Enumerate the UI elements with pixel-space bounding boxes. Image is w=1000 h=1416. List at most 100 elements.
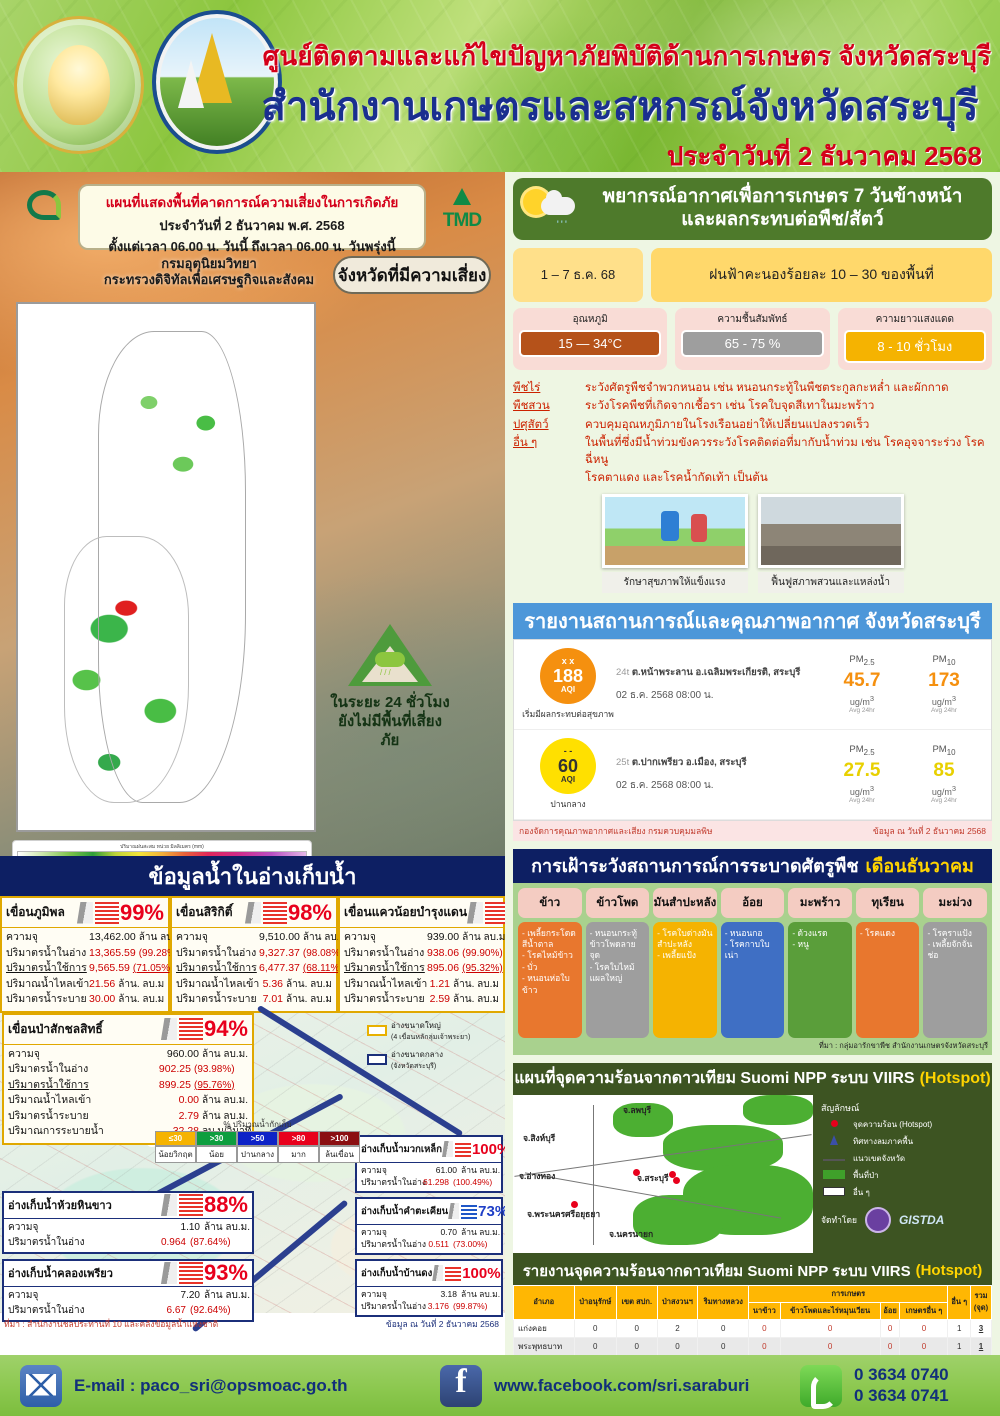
mini-percent: 100% xyxy=(462,1264,501,1282)
air-quality-title: รายงานสถานการณ์และคุณภาพอากาศ จังหวัดสระ… xyxy=(513,602,992,639)
map-label-saraburi: จ.สระบุรี xyxy=(637,1172,669,1183)
th-agriculture: การเกษตร xyxy=(748,1284,949,1303)
tmd-title: แผนที่แสดงพื้นที่คาดการณ์ความเสี่ยงในการ… xyxy=(105,195,399,210)
pest-column-3: อ้อย - หนอนกอ - โรคกาบใบเน่า xyxy=(720,887,785,1038)
row-inflow: ปริมาณน้ำไหลเข้า 21.56 ล้าน. ลบ.ม xyxy=(6,977,165,990)
pest-item: - โรคกาบใบเน่า xyxy=(724,938,770,961)
hotspot-legend-label: ทิศทางลมภาคพื้น xyxy=(853,1136,914,1146)
mini-rows: ความจุ 61.00 ล้าน ลบ.ม. ปริมาตรน้ำในอ่าง 61… xyxy=(357,1163,501,1192)
pest-item: - เพลี้ยแป้ง xyxy=(657,950,697,961)
pm10-avg: Avg 24hr xyxy=(931,707,957,715)
wave-icon xyxy=(178,1194,203,1216)
row-inflow: ปริมาณน้ำไหลเข้า 0.00 ล้าน ลบ.ม. xyxy=(8,1094,248,1106)
row-volume: ปริมาตรน้ำในอ่าง 61.298 (100.49%) xyxy=(361,1177,493,1188)
reservoir-section: ข้อมูลน้ำในอ่างเก็บน้ำ เขื่อนภูมิพล 99% … xyxy=(0,856,566,1355)
pest-item: - เพลี้ยกระโดดสีน้ำตาล xyxy=(522,927,576,949)
footer-facebook-block[interactable]: www.facebook.com/sri.saraburi xyxy=(440,1363,800,1407)
value-volume: 6.67 xyxy=(166,1304,186,1316)
legend-label: น้อยวิกฤต xyxy=(155,1145,196,1163)
aq-info: 24t ต.หน้าพระลาน อ.เฉลิมพระเกียรติ, สระบ… xyxy=(616,665,821,703)
gauge-icon xyxy=(244,901,261,924)
gauge-icon xyxy=(160,1194,177,1216)
pest-column-0: ข้าว - เพลี้ยกระโดดสีน้ำตาล - โรคไหม้ข้าว… xyxy=(518,887,582,1038)
no-risk-warning: /// ในระยะ 24 ชั่วโมง ยังไม่มีพื้นที่เสี… xyxy=(330,624,450,750)
pm10-unit: ug/m3 xyxy=(931,784,957,798)
green-box-icon xyxy=(821,1169,847,1181)
advice-text: ระวังโรคพืชที่เกิดจากเชื้อรา เช่น โรคใบจ… xyxy=(585,400,875,413)
advice-row-2: ปศุสัตว์ ควบคุมอุณหภูมิภายในโรงเรือนอย่า… xyxy=(513,417,992,434)
cell-value: 2 xyxy=(656,1318,699,1338)
pest-item: - โรคไหม้ข้าว xyxy=(522,950,573,961)
hotspot-legend-item: อื่น ๆ xyxy=(821,1186,988,1199)
metric-value: 8 - 10 ชั่วโมง xyxy=(843,330,986,363)
value-volume: 0.964 xyxy=(160,1236,186,1248)
pm10-unit: ug/m3 xyxy=(931,694,957,708)
huaihinkhao-header: อ่างเก็บน้ำห้วยหินขาว 88% xyxy=(4,1192,252,1219)
footer-phone-block: 0 3634 0740 0 3634 0741 xyxy=(800,1364,949,1409)
thailand-rainfall-map[interactable] xyxy=(16,302,316,832)
cell-value: 0 xyxy=(779,1336,881,1356)
cell-total: 1 xyxy=(970,1336,992,1356)
pest-item: - หนอนห่อใบข้าว xyxy=(522,973,570,995)
label-volume: ปริมาตรน้ำในอ่าง xyxy=(8,1236,85,1248)
hotspot-legend-label: พื้นที่ป่า xyxy=(853,1170,879,1180)
pest-items: - โรคราแป้ง - เพลี้ยจักจั่นช่อ xyxy=(923,921,988,1038)
advice-row-0: พืชไร่ ระวังศัตรูพืชจำพวกหนอน เช่น หนอนก… xyxy=(513,380,992,397)
value-capacity: 1.10 xyxy=(180,1221,200,1233)
advice-photos: รักษาสุขภาพให้แข็งแรง ฟื้นฟูสภาพสวนและแห… xyxy=(598,493,908,593)
thailand-map-graphic xyxy=(24,310,308,824)
row-outflow: ปริมาตรน้ำระบาย 2.59 ล้าน. ลบ.ม xyxy=(344,993,499,1005)
pm25-unit: ug/m3 xyxy=(849,784,875,798)
hotspot-map-graphic[interactable]: จ.ลพบุรี จ.สิงห์บุรี จ.อ่างทอง จ.สระบุรี… xyxy=(513,1094,813,1253)
wave-icon xyxy=(178,1262,203,1284)
cell-value: 0 xyxy=(899,1318,949,1338)
dam-name: เขื่อนแควน้อยบำรุงแดน xyxy=(344,905,468,919)
line-icon xyxy=(821,1154,847,1163)
row-outflow: ปริมาตรน้ำระบาย 7.01 ล้าน. ลบ.ม xyxy=(176,993,332,1005)
advice-key: ปศุสัตว์ xyxy=(513,418,549,431)
pm25-avg: Avg 24hr xyxy=(849,797,875,805)
row-capacity: ความจุ 7.20 ล้าน ลบ.ม. xyxy=(8,1288,250,1303)
huaihinkhao-rows: ความจุ 1.10 ล้าน ลบ.ม. ปริมาตรน้ำในอ่าง … xyxy=(4,1219,252,1252)
row-capacity: ความจุ 1.10 ล้าน ลบ.ม. xyxy=(8,1220,250,1235)
aqi-circle: - - 60 AQI xyxy=(540,737,596,794)
pest-items: - ด้วงแรด - หนู xyxy=(788,921,852,1038)
th-total: รวม (จุด) xyxy=(970,1284,992,1320)
footer-email: E-mail : paco_sri@opsmoac.go.th xyxy=(74,1375,348,1395)
th-district: อำเภอ xyxy=(513,1284,575,1320)
hotspot-made-by: จัดทำโดย GISTDA xyxy=(821,1206,988,1233)
tmd-agency-line2: กระทรวงดิจิทัลเพื่อเศรษฐกิจและสังคม xyxy=(103,272,315,288)
page-header: ศูนย์ติดตามและแก้ไขปัญหาภัยพิบัติด้านการ… xyxy=(0,0,1000,172)
shape-legend-item: อ่างขนาดกลาง (จังหวัดสระบุรี) xyxy=(367,1048,495,1072)
row-usable: ปริมาตรน้ำใช้การ 6,477.37 (68.11%) xyxy=(176,962,343,974)
running-people-photo: รักษาสุขภาพให้แข็งแรง xyxy=(601,493,748,593)
aq-time: 02 ธ.ค. 2568 08:00 น. xyxy=(616,780,714,791)
pest-items: - โรคแดง xyxy=(855,921,920,1038)
footer-email-block[interactable]: E-mail : paco_sri@opsmoac.go.th xyxy=(20,1364,440,1407)
cell-value: 0 xyxy=(879,1318,901,1338)
weather-summary-row: 1 – 7 ธ.ค. 68 ฝนฟ้าคะนองร้อยละ 10 – 30 ข… xyxy=(513,248,992,302)
warning-line1: ในระยะ 24 ชั่วโมง xyxy=(330,694,450,711)
dam-rows: ความจุ 13,462.00 ล้าน ลบ.ม. ปริมาตรน้ำในอ่… xyxy=(2,928,185,1011)
pest-crop-name: มะพร้าว xyxy=(788,887,852,918)
row-volume: ปริมาตรน้ำในอ่าง 0.511 (73.00%) xyxy=(361,1239,488,1250)
gauge-icon xyxy=(160,1262,177,1284)
cell-value: 0 xyxy=(779,1318,881,1338)
mini-header: อ่างเก็บน้ำมวกเหล็ก 100% xyxy=(357,1137,510,1163)
pest-item: - บั่ว xyxy=(522,961,538,972)
aq-station-0: x x 188 AQI เริ่มมีผลกระทบต่อสุขภาพ 24t … xyxy=(514,640,991,730)
gauge-icon xyxy=(448,1203,460,1219)
aqi-unit: AQI xyxy=(560,685,576,694)
row-outflow: ปริมาตรน้ำระบาย 2.79 ล้าน ลบ.ม. xyxy=(8,1109,248,1122)
pest-item: - หนู xyxy=(792,938,809,949)
th-roadside: ริมทางหลวง xyxy=(697,1284,750,1320)
aqi-level: เริ่มมีผลกระทบต่อสุขภาพ xyxy=(522,708,614,719)
pm10-label: PM10 xyxy=(932,653,956,667)
dam-card-0: เขื่อนภูมิพล 99% ความจุ 13,462.00 ล้าน ลบ.… xyxy=(0,896,185,1013)
canal-restoration-photo: ฟื้นฟูสภาพสวนและแหล่งน้ำ xyxy=(757,493,904,593)
header-title-line1: ศูนย์ติดตามและแก้ไขปัญหาภัยพิบัติด้านการ… xyxy=(262,41,992,71)
pest-title-text: การเฝ้าระวังสถานการณ์การระบาดศัตรูพืช xyxy=(531,856,859,876)
pest-items: - เพลี้ยกระโดดสีน้ำตาล - โรคไหม้ข้าว - บั่… xyxy=(518,921,582,1038)
row-volume: ปริมาตรน้ำในอ่าง 13,365.59 (99.28%) xyxy=(6,946,180,959)
